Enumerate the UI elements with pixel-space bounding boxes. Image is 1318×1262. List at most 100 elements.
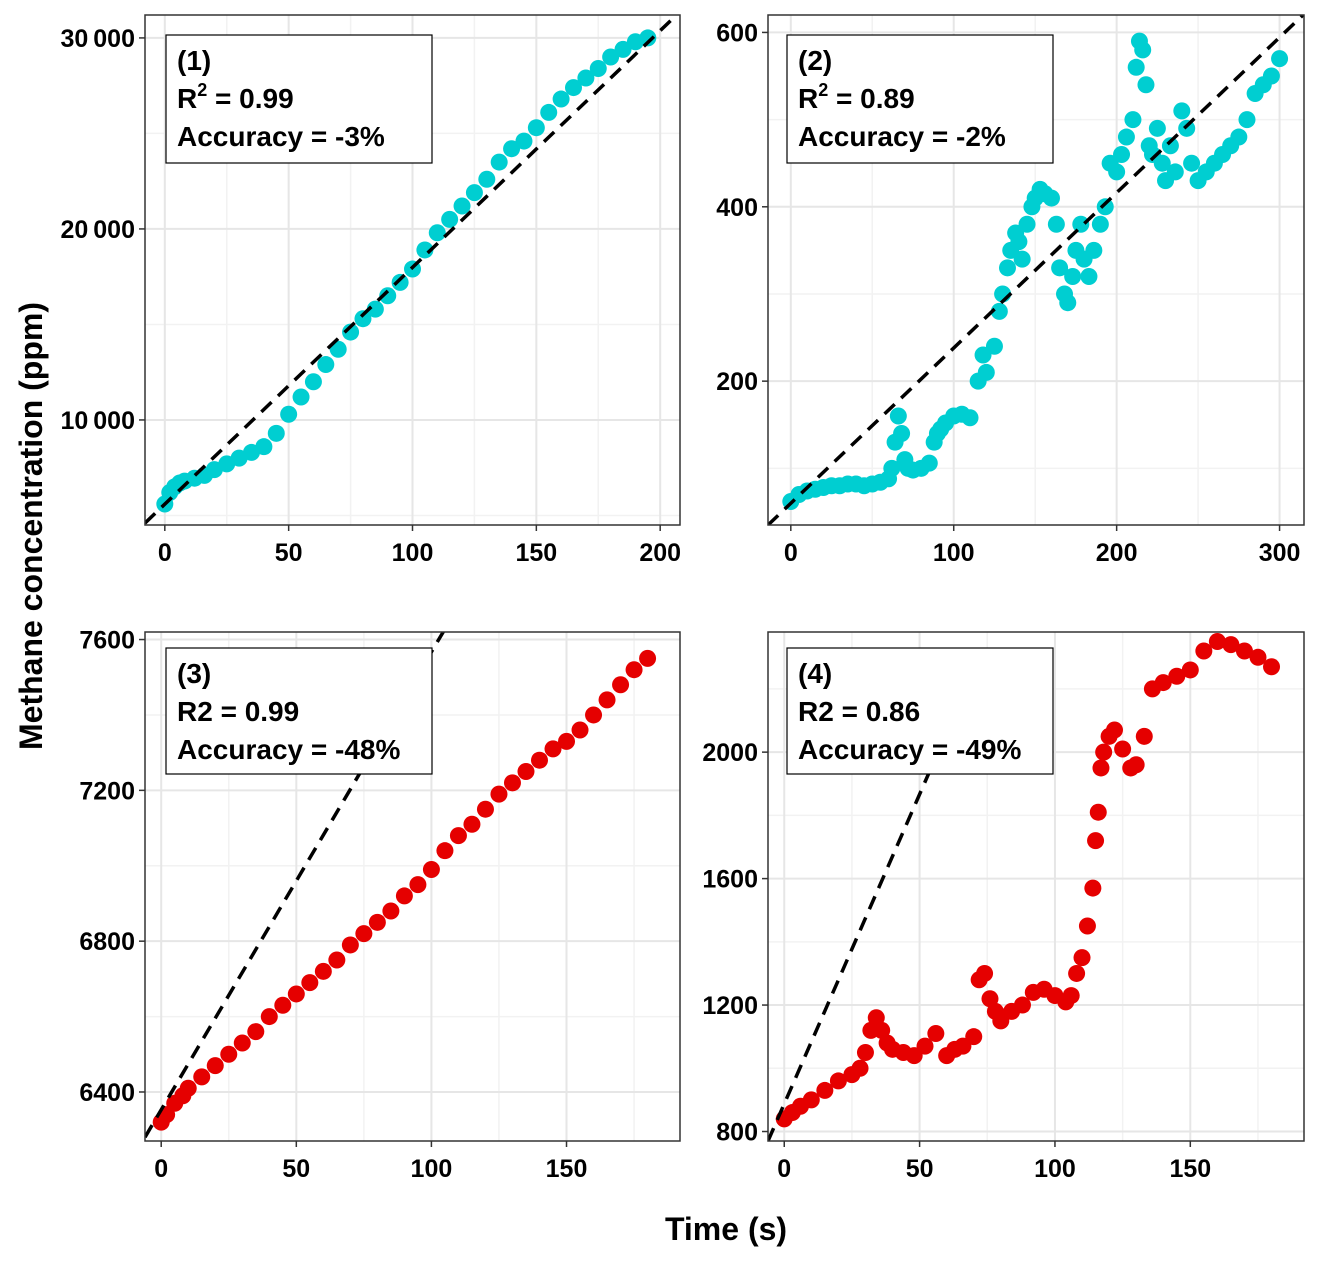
- data-point: [260, 1008, 278, 1026]
- data-point: [802, 1091, 820, 1109]
- data-point: [1153, 154, 1171, 172]
- data-point: [220, 1045, 238, 1063]
- data-point: [893, 424, 911, 442]
- x-tick-label: 50: [275, 539, 303, 567]
- data-point: [530, 751, 548, 769]
- accuracy-label: Accuracy = -3%: [177, 121, 385, 152]
- annotation-box: [786, 34, 1054, 164]
- data-point: [379, 287, 397, 305]
- data-point: [1235, 642, 1253, 660]
- data-point: [280, 405, 298, 423]
- accuracy-label: Accuracy = -2%: [798, 121, 1006, 152]
- data-point: [1249, 648, 1267, 666]
- data-point: [552, 90, 570, 108]
- data-point: [490, 153, 508, 171]
- x-tick-label: 150: [1169, 1155, 1211, 1183]
- data-point: [1096, 198, 1114, 216]
- data-point: [515, 132, 533, 150]
- data-point: [441, 210, 459, 228]
- x-axis-label: Time (s): [665, 1211, 787, 1247]
- x-tick-label: 100: [411, 1155, 453, 1183]
- data-point: [247, 1023, 265, 1041]
- data-point: [436, 842, 454, 860]
- x-tick-label: 0: [777, 1155, 791, 1183]
- data-point: [1124, 111, 1142, 129]
- data-point: [1064, 268, 1082, 286]
- data-point: [920, 454, 938, 472]
- data-point: [255, 438, 273, 456]
- data-point: [366, 300, 384, 318]
- data-point: [527, 119, 545, 137]
- data-point: [317, 356, 335, 374]
- data-point: [368, 913, 386, 931]
- data-point: [540, 103, 558, 121]
- panel-label: (4): [798, 658, 832, 689]
- data-point: [1148, 119, 1166, 137]
- data-point: [274, 996, 292, 1014]
- r2-label: R2 = 0.99: [177, 80, 294, 114]
- data-point: [965, 1028, 983, 1046]
- data-point: [883, 459, 901, 477]
- data-point: [1135, 727, 1153, 745]
- data-point: [1095, 743, 1113, 761]
- r2-label: R2 = 0.99: [177, 696, 299, 727]
- data-point: [465, 184, 483, 202]
- x-tick-label: 100: [392, 539, 434, 567]
- data-point: [614, 40, 632, 58]
- data-point: [503, 774, 521, 792]
- data-point: [585, 706, 603, 724]
- data-point: [589, 59, 607, 77]
- data-point: [517, 763, 535, 781]
- data-point: [1195, 642, 1213, 660]
- data-point: [889, 407, 907, 425]
- data-point: [341, 936, 359, 954]
- y-tick-label: 1600: [702, 866, 758, 894]
- r2-label: R2 = 0.89: [798, 80, 915, 114]
- data-point: [816, 1081, 834, 1099]
- data-point: [851, 1059, 869, 1077]
- data-point: [990, 302, 1008, 320]
- data-point: [193, 1068, 211, 1086]
- panel-label: (2): [798, 45, 832, 76]
- y-tick-label: 6800: [79, 928, 135, 956]
- y-tick-label: 10 000: [60, 407, 135, 435]
- data-point: [1127, 756, 1145, 774]
- x-tick-label: 150: [546, 1155, 588, 1183]
- data-point: [916, 1037, 934, 1055]
- data-point: [1114, 740, 1132, 758]
- data-point: [179, 1079, 197, 1097]
- data-point: [304, 373, 322, 391]
- data-point: [558, 732, 576, 750]
- x-tick-label: 50: [906, 1155, 934, 1183]
- r2-label: R2 = 0.86: [798, 696, 920, 727]
- data-point: [571, 721, 589, 739]
- data-point: [1113, 145, 1131, 163]
- data-point: [395, 887, 413, 905]
- y-axis-label: Methane concentration (ppm): [13, 302, 49, 750]
- data-point: [478, 170, 496, 188]
- data-point: [1059, 294, 1077, 312]
- series-points: [775, 632, 1281, 1128]
- data-point: [1084, 879, 1102, 897]
- data-point: [1042, 189, 1060, 207]
- data-point: [1168, 667, 1186, 685]
- data-point: [1072, 215, 1090, 233]
- data-point: [625, 661, 643, 679]
- data-point: [1222, 636, 1240, 654]
- data-point: [490, 785, 508, 803]
- y-tick-label: 20 000: [60, 216, 135, 244]
- data-point: [856, 1043, 874, 1061]
- data-point: [564, 79, 582, 97]
- data-point: [382, 902, 400, 920]
- y-tick-label: 7600: [79, 627, 135, 655]
- data-point: [1091, 215, 1109, 233]
- data-point: [1230, 128, 1248, 146]
- panel-border: [767, 631, 1305, 1142]
- x-tick-label: 0: [158, 539, 172, 567]
- data-point: [1013, 996, 1031, 1014]
- data-point: [416, 241, 434, 259]
- data-point: [976, 964, 994, 982]
- data-point: [598, 691, 616, 709]
- panel-border: [767, 14, 1305, 526]
